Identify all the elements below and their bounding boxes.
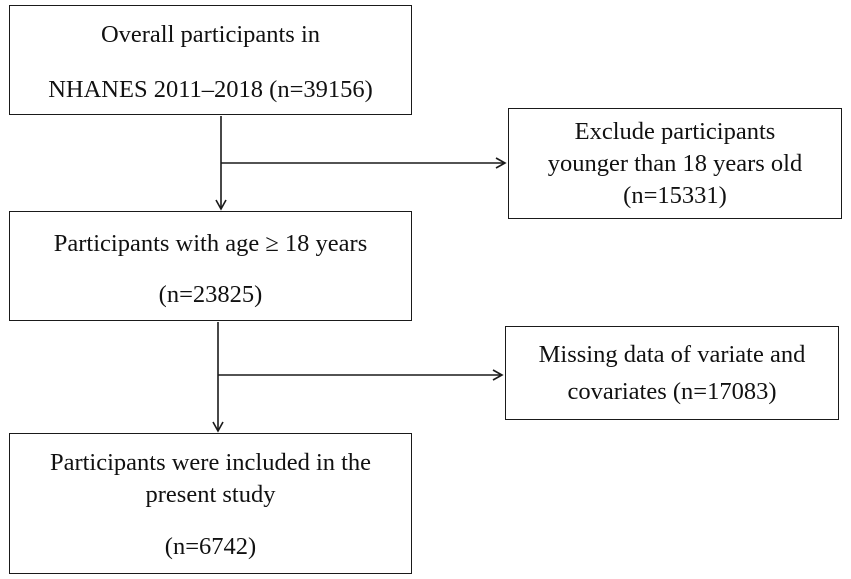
box-text-line: Missing data of variate and [538,341,806,368]
box-text-line: (n=6742) [164,533,257,560]
box-text-line: NHANES 2011–2018 (n=39156) [48,76,373,103]
age-18-plus-box: Participants with age ≥ 18 years (n=2382… [9,211,412,321]
box-text-line: Overall participants in [100,21,321,48]
box-text-line: (n=23825) [158,281,263,308]
box-text-line: Participants were included in the [49,449,372,476]
box-text-line: (n=15331) [623,182,727,209]
box-text-line: covariates (n=17083) [567,378,777,405]
box-text-line: present study [145,481,276,508]
box-text-line: younger than 18 years old [547,150,803,177]
missing-data-box: Missing data of variate and covariates (… [505,326,839,420]
box-text-line: Exclude participants [574,118,776,145]
overall-participants-box: Overall participants in NHANES 2011–2018… [9,5,412,115]
exclude-under-18-box: Exclude participants younger than 18 yea… [508,108,842,219]
included-participants-box: Participants were included in the presen… [9,433,412,574]
box-text-line: Participants with age ≥ 18 years [53,230,368,257]
